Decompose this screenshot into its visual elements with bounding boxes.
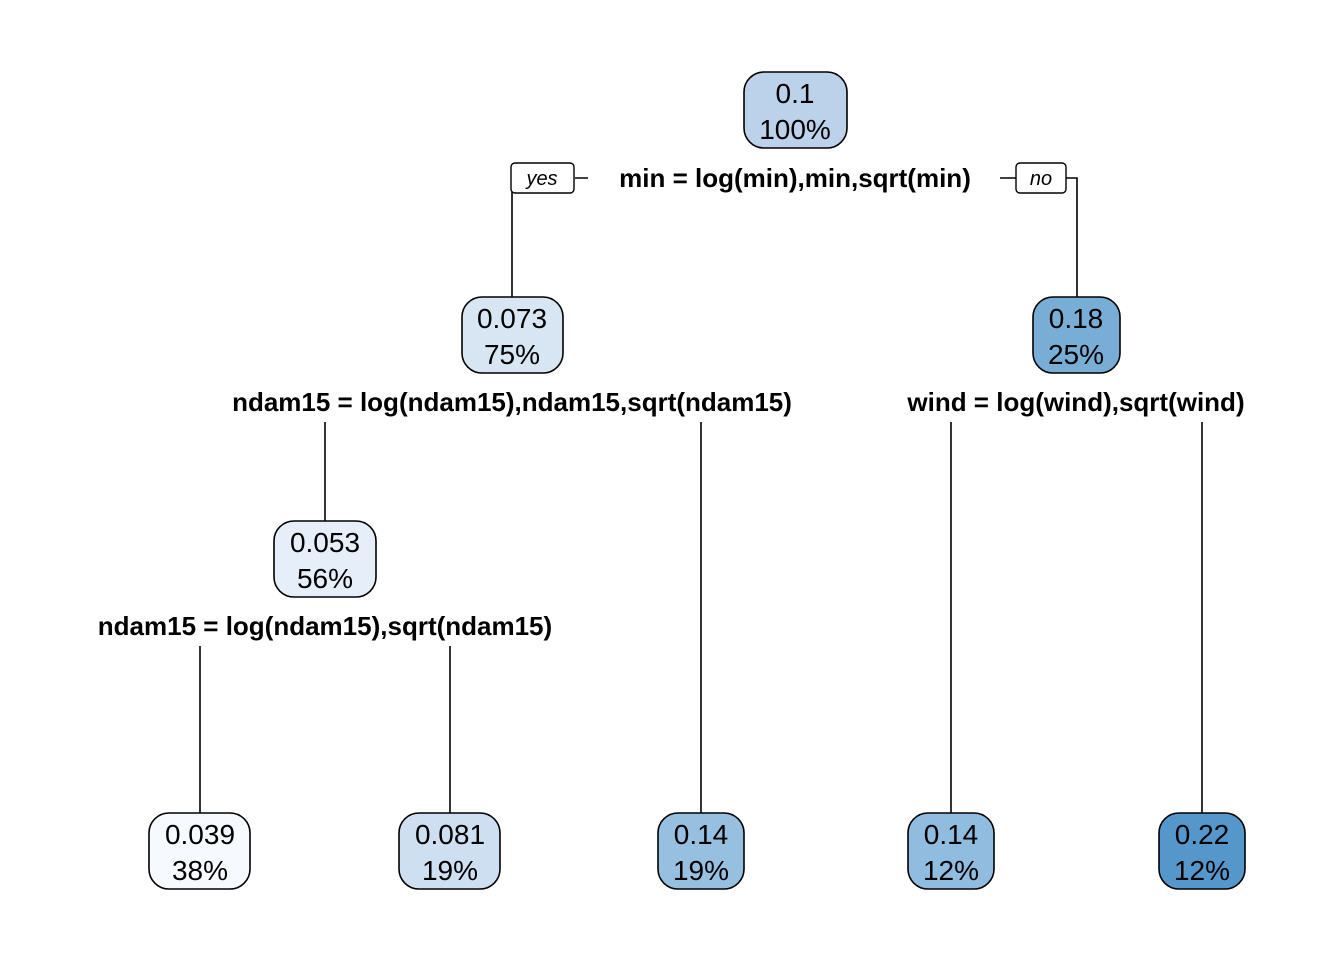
svg-text:12%: 12% bbox=[923, 855, 979, 886]
split-label-n4: ndam15 = log(ndam15),sqrt(ndam15) bbox=[98, 611, 552, 641]
leaf-node-4: 0.14 12% bbox=[907, 812, 995, 890]
svg-text:0.1: 0.1 bbox=[776, 78, 815, 109]
node-box bbox=[273, 520, 377, 598]
branch-label-no: no bbox=[1015, 162, 1067, 194]
split-label-n2: ndam15 = log(ndam15),ndam15,sqrt(ndam15) bbox=[232, 387, 792, 417]
node-box bbox=[1158, 812, 1246, 890]
leaf-node-5: 0.22 12% bbox=[1158, 812, 1246, 890]
svg-text:yes: yes bbox=[524, 168, 557, 190]
svg-text:0.039: 0.039 bbox=[165, 819, 235, 850]
svg-text:12%: 12% bbox=[1174, 855, 1230, 886]
branch-label-yes: yes bbox=[510, 162, 575, 194]
node-box bbox=[743, 71, 848, 149]
svg-text:0.081: 0.081 bbox=[415, 819, 485, 850]
svg-text:0.18: 0.18 bbox=[1049, 303, 1104, 334]
node-box bbox=[907, 812, 995, 890]
node-box bbox=[1032, 296, 1121, 374]
split-label-n3: wind = log(wind),sqrt(wind) bbox=[906, 387, 1244, 417]
leaf-node-3: 0.14 19% bbox=[657, 812, 745, 890]
svg-text:0.053: 0.053 bbox=[290, 527, 360, 558]
svg-text:19%: 19% bbox=[422, 855, 478, 886]
node-n2: 0.073 75% bbox=[461, 296, 564, 374]
svg-text:0.073: 0.073 bbox=[477, 303, 547, 334]
node-box bbox=[461, 296, 564, 374]
svg-text:75%: 75% bbox=[484, 339, 540, 370]
node-root: 0.1 100% bbox=[743, 71, 848, 149]
svg-text:56%: 56% bbox=[297, 563, 353, 594]
split-label-root: min = log(min),min,sqrt(min) bbox=[619, 163, 971, 193]
node-box bbox=[398, 812, 501, 890]
svg-text:0.14: 0.14 bbox=[924, 819, 979, 850]
svg-text:no: no bbox=[1030, 168, 1052, 190]
svg-text:0.22: 0.22 bbox=[1175, 819, 1230, 850]
svg-text:38%: 38% bbox=[172, 855, 228, 886]
svg-text:0.14: 0.14 bbox=[674, 819, 729, 850]
leaf-node-2: 0.081 19% bbox=[398, 812, 501, 890]
node-n4: 0.053 56% bbox=[273, 520, 377, 598]
leaf-node-1: 0.039 38% bbox=[148, 812, 251, 890]
node-n3: 0.18 25% bbox=[1032, 296, 1121, 374]
svg-text:25%: 25% bbox=[1048, 339, 1104, 370]
edge-root-left bbox=[511, 177, 588, 297]
node-box bbox=[148, 812, 251, 890]
svg-text:19%: 19% bbox=[673, 855, 729, 886]
tree-edges bbox=[199, 177, 1203, 813]
svg-text:100%: 100% bbox=[759, 114, 831, 145]
node-box bbox=[657, 812, 745, 890]
edge-root-right bbox=[1000, 177, 1078, 297]
